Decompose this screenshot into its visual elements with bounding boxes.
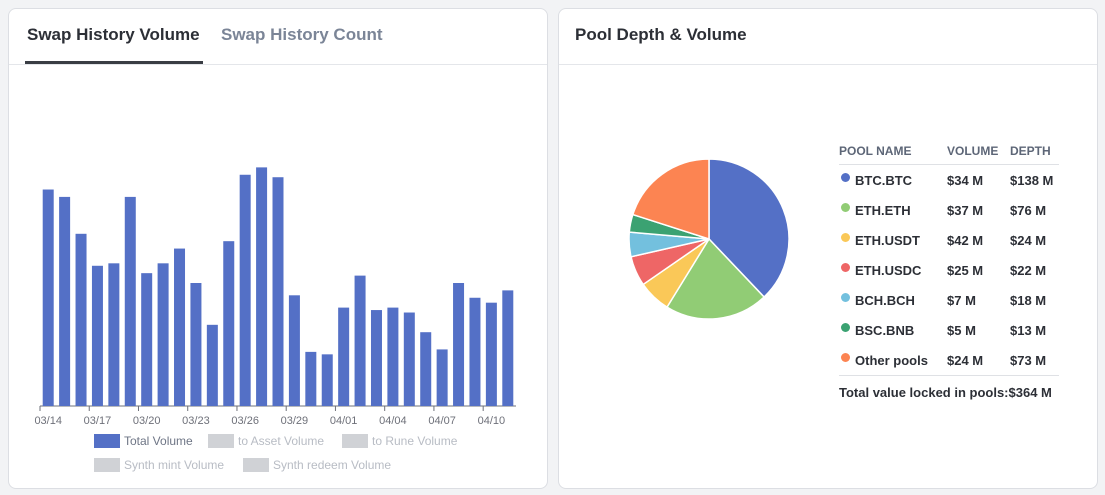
x-tick-label: 03/29 (281, 415, 309, 427)
pool-volume: $34 M (947, 173, 984, 188)
pool-depth: $138 M (1010, 173, 1054, 188)
bar-03-21[interactable] (157, 263, 169, 406)
bar-04-08[interactable] (453, 283, 465, 406)
pool-table: POOL NAME VOLUME DEPTH BTC.BTC $34 M $138 … (839, 141, 1059, 405)
pool-color-dot (841, 263, 850, 272)
pool-depth: $24 M (1010, 233, 1047, 248)
pool-color-dot (841, 293, 850, 302)
swap-history-card: Swap History Volume Swap History Count 0… (8, 8, 548, 489)
x-tick-label: 04/04 (379, 415, 407, 427)
x-tick-label: 03/20 (133, 415, 161, 427)
bar-03-19[interactable] (124, 196, 136, 406)
swap-history-tabs: Swap History Volume Swap History Count (9, 9, 547, 65)
bar-04-10[interactable] (485, 302, 497, 406)
pool-volume: $37 M (947, 203, 984, 218)
bar-03-17[interactable] (91, 265, 103, 406)
pool-row-other-pools: Other pools $24 M $73 M (839, 345, 1059, 375)
pool-card-header: Pool Depth & Volume (559, 9, 1097, 65)
pool-name: Other pools (855, 353, 928, 368)
pool-depth: $73 M (1010, 353, 1047, 368)
active-tab-indicator (25, 61, 203, 64)
pie-slice-btc-btc[interactable] (708, 159, 790, 299)
pool-volume: $7 M (947, 293, 976, 308)
pool-depth: $18 M (1010, 293, 1047, 308)
bar-03-31[interactable] (321, 354, 333, 406)
tab-swap-history-count[interactable]: Swap History Count (221, 25, 383, 44)
swap-volume-bar-chart: 03/14 03/17 03/20 03/23 03/26 03/29 04/01 04/04… (34, 167, 516, 427)
bar-03-26[interactable] (239, 174, 251, 406)
pool-table-header: POOL NAME VOLUME DEPTH (839, 141, 1059, 165)
pool-name: BSC.BNB (855, 323, 915, 338)
bar-03-23[interactable] (190, 283, 202, 406)
bar-03-18[interactable] (108, 263, 120, 406)
bar-03-20[interactable] (141, 273, 153, 406)
card-title: Pool Depth & Volume (575, 25, 747, 44)
pool-depth: $13 M (1010, 323, 1047, 338)
legend-swatch (342, 434, 368, 448)
bar-04-02[interactable] (354, 275, 366, 406)
pool-volume: $42 M (947, 233, 984, 248)
pool-row-eth-usdt: ETH.USDT $42 M $24 M (839, 225, 1059, 255)
pool-color-dot (841, 173, 850, 182)
pool-name: ETH.USDC (855, 263, 922, 278)
pool-volume: $5 M (947, 323, 976, 338)
bar-03-30[interactable] (305, 351, 317, 406)
pool-depth-volume-card: Pool Depth & Volume POOL NAME VOLUME DEP… (558, 8, 1098, 489)
header-pool-name: POOL NAME (839, 144, 912, 158)
bar-04-03[interactable] (370, 310, 382, 406)
pool-name: BCH.BCH (855, 293, 915, 308)
pool-color-dot (841, 203, 850, 212)
header-volume: VOLUME (947, 144, 999, 158)
pool-row-btc-btc: BTC.BTC $34 M $138 M (839, 165, 1059, 195)
bar-04-11[interactable] (502, 290, 514, 406)
bar-03-16[interactable] (75, 233, 87, 406)
pool-depth-pie-chart (628, 159, 790, 320)
bar-04-07[interactable] (436, 349, 448, 406)
bar-04-01[interactable] (338, 307, 350, 406)
pool-volume: $24 M (947, 353, 984, 368)
bar-03-24[interactable] (206, 324, 218, 406)
pool-table-rows: BTC.BTC $34 M $138 M ETH.ETH $37 M $76 M ETH.U… (839, 165, 1059, 375)
tab-swap-history-volume[interactable]: Swap History Volume (27, 25, 200, 44)
pool-color-dot (841, 323, 850, 332)
pool-name: BTC.BTC (855, 173, 913, 188)
legend-swatch (243, 458, 269, 472)
pie-slice-eth-eth[interactable] (665, 237, 766, 320)
bar-04-06[interactable] (420, 332, 432, 406)
pool-name: ETH.ETH (855, 203, 911, 218)
x-tick-label: 04/07 (428, 415, 456, 427)
pool-volume: $25 M (947, 263, 984, 278)
x-tick-label: 03/23 (182, 415, 210, 427)
bar-03-14[interactable] (42, 189, 54, 406)
bar-03-22[interactable] (174, 248, 186, 406)
pool-depth: $76 M (1010, 203, 1047, 218)
legend-swatch (94, 458, 120, 472)
bar-04-04[interactable] (387, 307, 399, 406)
pool-row-eth-usdc: ETH.USDC $25 M $22 M (839, 255, 1059, 285)
bar-03-15[interactable] (59, 196, 71, 406)
x-tick-label: 04/10 (478, 415, 506, 427)
bar-03-29[interactable] (288, 295, 300, 406)
pie-slice-other-pools[interactable] (631, 159, 710, 241)
bar-04-05[interactable] (403, 312, 415, 406)
pool-depth: $22 M (1010, 263, 1047, 278)
pool-row-eth-eth: ETH.ETH $37 M $76 M (839, 195, 1059, 225)
x-tick-label: 03/17 (84, 415, 112, 427)
pool-name: ETH.USDT (855, 233, 920, 248)
legend-swatch (208, 434, 234, 448)
legend-swatch (94, 434, 120, 448)
header-depth: DEPTH (1010, 144, 1051, 158)
total-value-locked: Total value locked in pools:$364 M (839, 375, 1059, 405)
bar-03-25[interactable] (223, 241, 235, 406)
x-tick-label: 03/26 (231, 415, 259, 427)
bar-03-28[interactable] (272, 177, 284, 406)
pool-row-bsc-bnb: BSC.BNB $5 M $13 M (839, 315, 1059, 345)
pool-row-bch-bch: BCH.BCH $7 M $18 M (839, 285, 1059, 315)
bar-03-27[interactable] (256, 167, 268, 406)
x-tick-label: 03/14 (34, 415, 62, 427)
pool-color-dot (841, 353, 850, 362)
bar-04-09[interactable] (469, 297, 481, 406)
pool-color-dot (841, 233, 850, 242)
x-tick-label: 04/01 (330, 415, 358, 427)
